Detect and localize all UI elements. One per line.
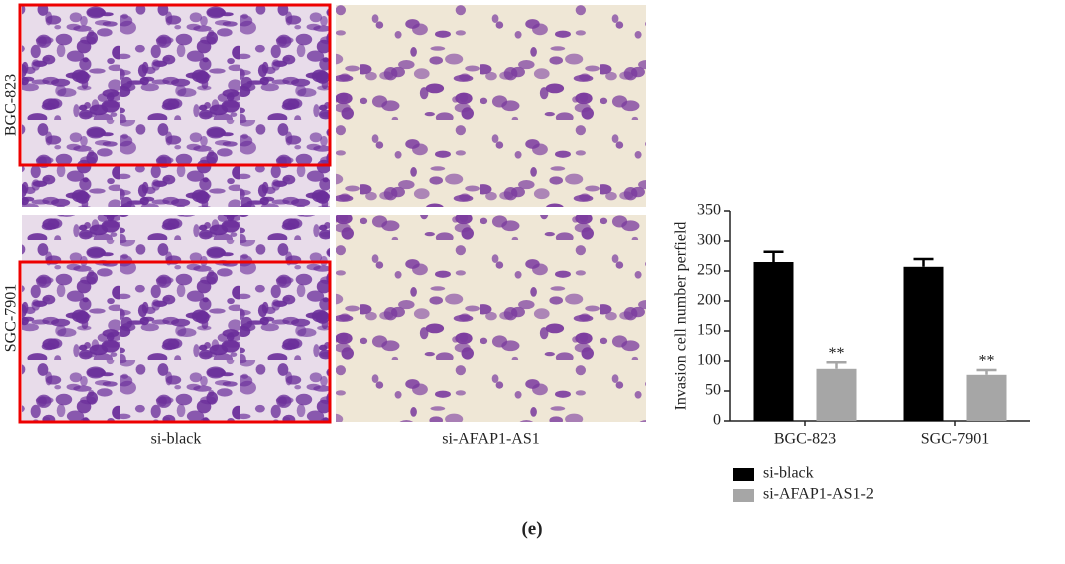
bar: [816, 368, 857, 421]
x-tick-label: SGC-7901: [921, 431, 989, 448]
y-tick-label: 0: [713, 412, 721, 429]
highlight-box: [18, 3, 332, 167]
bar-chart: 0 50 100 150 200 250 300 350 BGC-823 ** SGC-7901 **…: [697, 202, 1030, 503]
y-tick-label: 200: [697, 292, 721, 309]
micrograph: [336, 215, 646, 422]
column-label: si-black: [151, 431, 202, 448]
row-label: SGC-7901: [3, 284, 20, 352]
micrograph: [22, 5, 330, 207]
y-tick-label: 150: [697, 322, 721, 339]
error-bar: [976, 368, 997, 375]
error-bar: [763, 250, 784, 262]
bar: [753, 262, 794, 421]
legend-swatch: [733, 489, 754, 502]
y-axis-label: Invasion cell number perfield: [673, 222, 690, 411]
micrograph: [336, 5, 646, 207]
significance-label: **: [979, 353, 995, 370]
y-tick-label: 350: [697, 202, 721, 219]
y-tick-label: 250: [697, 262, 721, 279]
legend-label: si-AFAP1-AS1-2: [763, 486, 874, 503]
column-label: si-AFAP1-AS1: [442, 431, 540, 448]
bar: [966, 374, 1007, 421]
y-tick-label: 300: [697, 232, 721, 249]
legend-label: si-black: [763, 465, 814, 482]
y-tick-label: 50: [705, 382, 721, 399]
legend-swatch: [733, 468, 754, 481]
highlight-box: [18, 260, 332, 424]
x-tick-label: BGC-823: [774, 431, 836, 448]
caption: (e): [521, 518, 542, 539]
error-bar: [913, 257, 934, 267]
row-label: BGC-823: [3, 74, 20, 136]
error-bar: [826, 360, 847, 369]
significance-label: **: [829, 345, 845, 362]
micrograph: [22, 215, 330, 422]
bar: [903, 266, 944, 421]
y-tick-label: 100: [697, 352, 721, 369]
